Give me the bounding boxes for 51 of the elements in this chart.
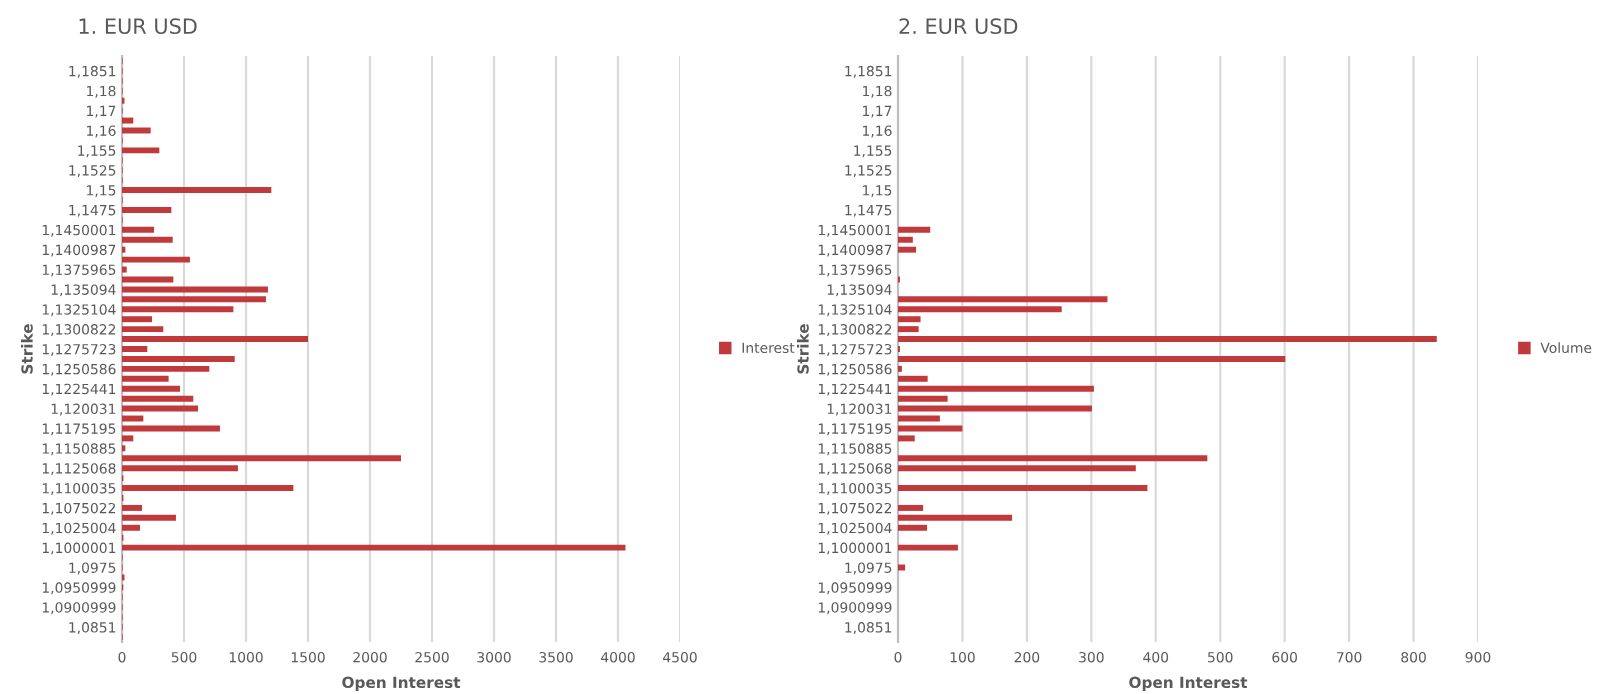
bar (122, 147, 160, 154)
chart-title: 1. EUR USD (79, 18, 197, 35)
bar (122, 256, 190, 263)
bar (122, 544, 626, 551)
bar (122, 405, 199, 412)
bar (122, 375, 169, 382)
bar (122, 336, 308, 343)
bar (122, 346, 148, 352)
bar (898, 306, 1062, 313)
bar (898, 226, 931, 233)
bar (122, 514, 176, 521)
bar (898, 246, 917, 253)
bar (122, 226, 154, 233)
bar (122, 316, 153, 323)
bar (122, 236, 173, 243)
bar (122, 206, 172, 213)
bar (898, 524, 927, 531)
bar (898, 405, 1092, 412)
bar (122, 296, 266, 303)
bar (898, 514, 1013, 521)
bar (122, 524, 140, 531)
bar (898, 296, 1108, 303)
bar (122, 455, 401, 462)
bar (898, 465, 1136, 472)
bar (898, 236, 913, 243)
bar (122, 187, 272, 194)
bar (898, 336, 1437, 343)
bar (898, 504, 924, 511)
bar (898, 375, 928, 382)
bar (122, 435, 134, 442)
bar (898, 395, 948, 402)
bar (122, 504, 142, 511)
bar (122, 286, 268, 293)
bar (898, 355, 1286, 362)
bar (122, 306, 234, 313)
bar (898, 485, 1148, 492)
bar (898, 455, 1208, 462)
bar (122, 385, 181, 392)
bar (122, 117, 134, 124)
bar (898, 316, 921, 323)
chart-title: 2. EUR USD (899, 18, 1018, 35)
bar (122, 395, 194, 402)
bar (122, 465, 238, 472)
bar (122, 365, 210, 372)
bar (898, 326, 919, 333)
bar (898, 385, 1094, 392)
bar (122, 326, 164, 333)
bar (122, 485, 294, 492)
bar (898, 435, 915, 442)
bar (122, 355, 235, 362)
bar (898, 544, 958, 551)
